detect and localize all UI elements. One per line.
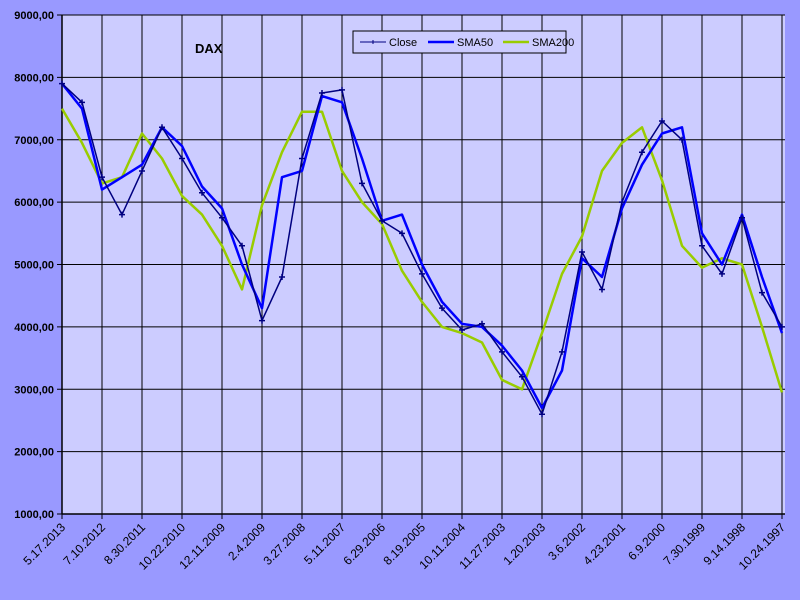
close-data-point: [399, 230, 405, 237]
y-tick-label: 1000,00: [14, 509, 54, 521]
chart-title: DAX: [195, 41, 223, 56]
close-data-point: [779, 323, 785, 330]
close-data-point: [439, 305, 445, 312]
x-tick-label: 3.27.2008: [260, 520, 308, 568]
close-data-point: [599, 286, 605, 293]
close-data-point: [379, 217, 385, 224]
close-data-point: [239, 242, 245, 249]
x-tick-label: 5.17.2013: [20, 520, 68, 568]
close-data-point: [579, 249, 585, 256]
close-data-point: [559, 348, 565, 355]
close-data-point: [219, 214, 225, 221]
x-tick-label: 7.10.2012: [60, 520, 108, 568]
close-data-point: [339, 86, 345, 93]
y-tick-label: 2000,00: [14, 447, 54, 459]
close-data-point: [139, 167, 145, 174]
x-tick-label: 4.23.2001: [580, 520, 628, 568]
close-data-point: [419, 270, 425, 277]
legend: Close SMA50 SMA200: [352, 30, 574, 54]
close-data-point: [619, 199, 625, 206]
gridlines: [57, 14, 785, 519]
series-line-sma200: [60, 107, 784, 393]
close-data-point: [359, 180, 365, 187]
close-data-point: [759, 289, 765, 296]
close-data-point: [199, 189, 205, 196]
close-data-point: [319, 89, 325, 96]
close-data-point: [99, 174, 105, 181]
y-tick-label: 3000,00: [14, 384, 54, 396]
legend-label-sma200: SMA200: [532, 37, 574, 49]
close-data-point: [299, 155, 305, 162]
close-data-point: [739, 214, 745, 221]
x-tick-label: 1.20.2003: [500, 520, 548, 568]
series-line-sma50: [61, 82, 784, 410]
y-tick-label: 5000,00: [14, 260, 54, 272]
close-data-point: [59, 80, 65, 87]
x-tick-label: 6.29.2006: [340, 520, 388, 568]
close-data-point: [699, 242, 705, 249]
close-data-point: [499, 348, 505, 355]
close-data-point: [79, 99, 85, 106]
x-axis: 5.17.20137.10.20128.30.201110.22.201012.…: [20, 520, 788, 573]
close-data-point: [279, 273, 285, 280]
y-tick-label: 8000,00: [14, 72, 54, 84]
legend-label-sma50: SMA50: [457, 37, 493, 49]
close-data-point: [119, 211, 125, 218]
x-tick-label: 7.30.1999: [660, 520, 708, 568]
legend-box: [352, 30, 567, 54]
close-data-point: [639, 149, 645, 156]
close-data-point: [659, 118, 665, 125]
y-tick-label: 4000,00: [14, 322, 54, 334]
y-tick-label: 6000,00: [14, 197, 54, 209]
y-axis: 1000,00 2000,00 3000,00 4000,00 5000,00 6000,…: [14, 10, 54, 521]
y-tick-label: 7000,00: [14, 135, 54, 147]
close-data-point: [539, 411, 545, 418]
close-data-point: [179, 155, 185, 162]
series-lines: [59, 80, 785, 418]
close-data-point: [259, 317, 265, 324]
close-data-point: [159, 124, 165, 131]
close-data-point: [479, 320, 485, 327]
y-tick-label: 9000,00: [14, 10, 54, 22]
close-data-point: [459, 326, 465, 333]
close-data-point: [679, 136, 685, 143]
close-data-point: [519, 373, 525, 380]
close-data-point: [719, 270, 725, 277]
legend-label-close: Close: [389, 37, 417, 49]
